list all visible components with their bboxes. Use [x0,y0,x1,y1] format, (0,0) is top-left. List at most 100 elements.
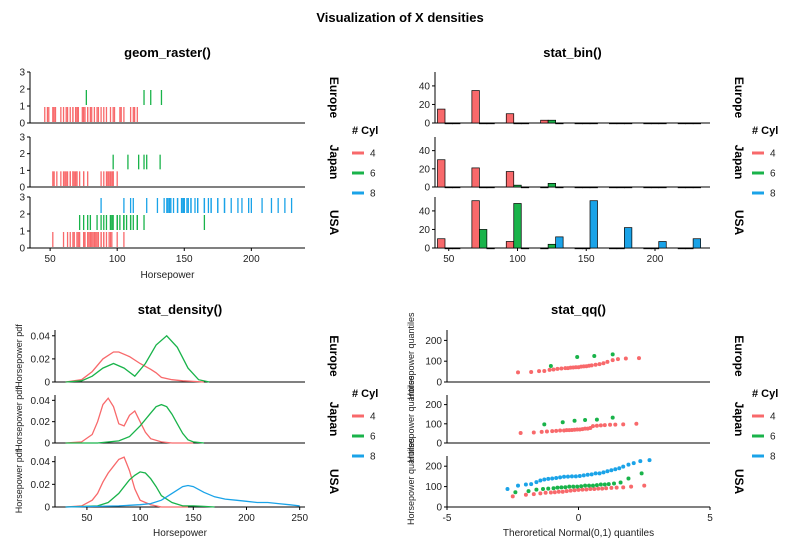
bar-6 [513,203,522,249]
qq-point-4 [580,487,585,492]
bar-8 [692,238,701,249]
qq-point-6 [571,484,576,489]
bar-8 [589,122,598,125]
y-tick-label: 0 [424,244,430,255]
qq-point-4 [559,366,564,371]
bar-8 [624,122,633,125]
legend-label-6: 6 [370,432,376,443]
qq-point-4 [597,362,602,367]
qq-point-4 [623,356,628,361]
bar-4 [643,186,652,189]
facet-usa: 0 0.02 0.04 USA Horsepower pdf 50 100 150 200 250 [14,449,341,524]
x-axis-label: Theroretical Normal(0,1) quantiles [503,528,654,539]
qq-point-8 [638,459,643,464]
x-tick-label: 0 [576,513,582,524]
y-tick-label: 0 [44,378,50,389]
qq-point-6 [542,422,547,427]
qq-point-4 [572,488,577,493]
x-tick-label: 250 [291,513,308,524]
bar-6 [616,122,625,125]
bar-8 [555,122,564,125]
bar-4 [574,247,583,250]
qq-point-4 [601,361,606,366]
facet-japan: 0 100 200 Japan Horsepower quantiles [406,375,746,463]
bar-6 [547,243,556,249]
bar-8 [452,122,461,125]
qq-point-4 [588,487,593,492]
qq-point-4 [568,488,573,493]
qq-point-8 [562,474,567,479]
facet-strip-label: Japan [732,402,746,437]
bar-4 [677,247,686,250]
bar-8 [589,200,598,249]
panel-title: stat_density() [138,302,223,317]
qq-point-4 [598,423,603,428]
qq-point-4 [621,422,626,427]
qq-point-4 [615,357,620,362]
legend: # Cyl 4 6 8 [752,388,778,463]
y-tick-label: 2 [19,149,25,160]
qq-point-8 [626,462,631,467]
qq-point-8 [605,469,610,474]
y-tick-label: 40 [419,146,431,157]
qq-point-8 [516,483,521,488]
facet-europe: 0 1 2 3 Europe [19,68,341,130]
bar-6 [547,183,556,188]
qq-point-4 [636,356,641,361]
qq-point-6 [602,482,607,487]
bar-8 [555,236,564,249]
bar-4 [540,119,549,124]
y-tick-label: 0 [19,119,25,130]
bar-6 [444,186,453,189]
facet-strip-label: Europe [327,77,341,119]
bar-6 [616,186,625,189]
bar-6 [582,122,591,125]
bar-4 [574,186,583,189]
bar-6 [479,186,488,189]
y-tick-label: 20 [419,225,431,236]
qq-point-4 [542,368,547,373]
y-tick-label: 2 [19,85,25,96]
qq-point-4 [554,428,559,433]
bar-8 [692,186,701,189]
bar-4 [643,122,652,125]
bar-8 [486,247,495,250]
qq-point-8 [538,478,543,483]
x-axis-label: Horsepower [153,528,208,539]
qq-point-4 [602,423,607,428]
density-line-4 [65,456,188,508]
qq-point-4 [621,485,626,490]
bar-8 [520,186,530,189]
legend: # Cyl 4 6 8 [352,125,378,200]
bar-6 [685,122,694,125]
qq-point-4 [547,367,552,372]
y-tick-label: 0.02 [31,354,51,365]
qq-point-8 [577,473,582,478]
qq-point-4 [538,491,543,496]
figure-title: Visualization of X densities [316,10,483,25]
qq-point-6 [598,482,603,487]
y-tick-label: 0 [19,244,25,255]
qq-point-6 [560,420,565,425]
qq-point-6 [587,483,592,488]
qq-point-4 [550,429,555,434]
qq-point-6 [551,486,556,491]
qq-point-8 [601,470,606,475]
legend-label-8: 8 [770,452,776,463]
qq-point-6 [579,484,584,489]
facet-strip-label: USA [327,469,341,495]
facet-strip-label: Japan [327,402,341,437]
legend-label-8: 8 [770,189,776,200]
y-tick-label: 100 [425,482,442,493]
y-tick-label: 0.02 [31,480,51,491]
qq-point-4 [594,423,599,428]
qq-point-4 [518,431,523,436]
qq-point-4 [642,483,647,488]
qq-point-8 [550,476,555,481]
bar-8 [589,186,598,189]
facet-strip-label: USA [732,210,746,236]
plots-layer: geom_raster() 0 1 2 3 Europe 0 1 2 3 Japan 0 1 2 3 USA 5… [14,45,778,539]
qq-point-8 [529,482,534,487]
y-tick-label: 20 [419,100,431,111]
